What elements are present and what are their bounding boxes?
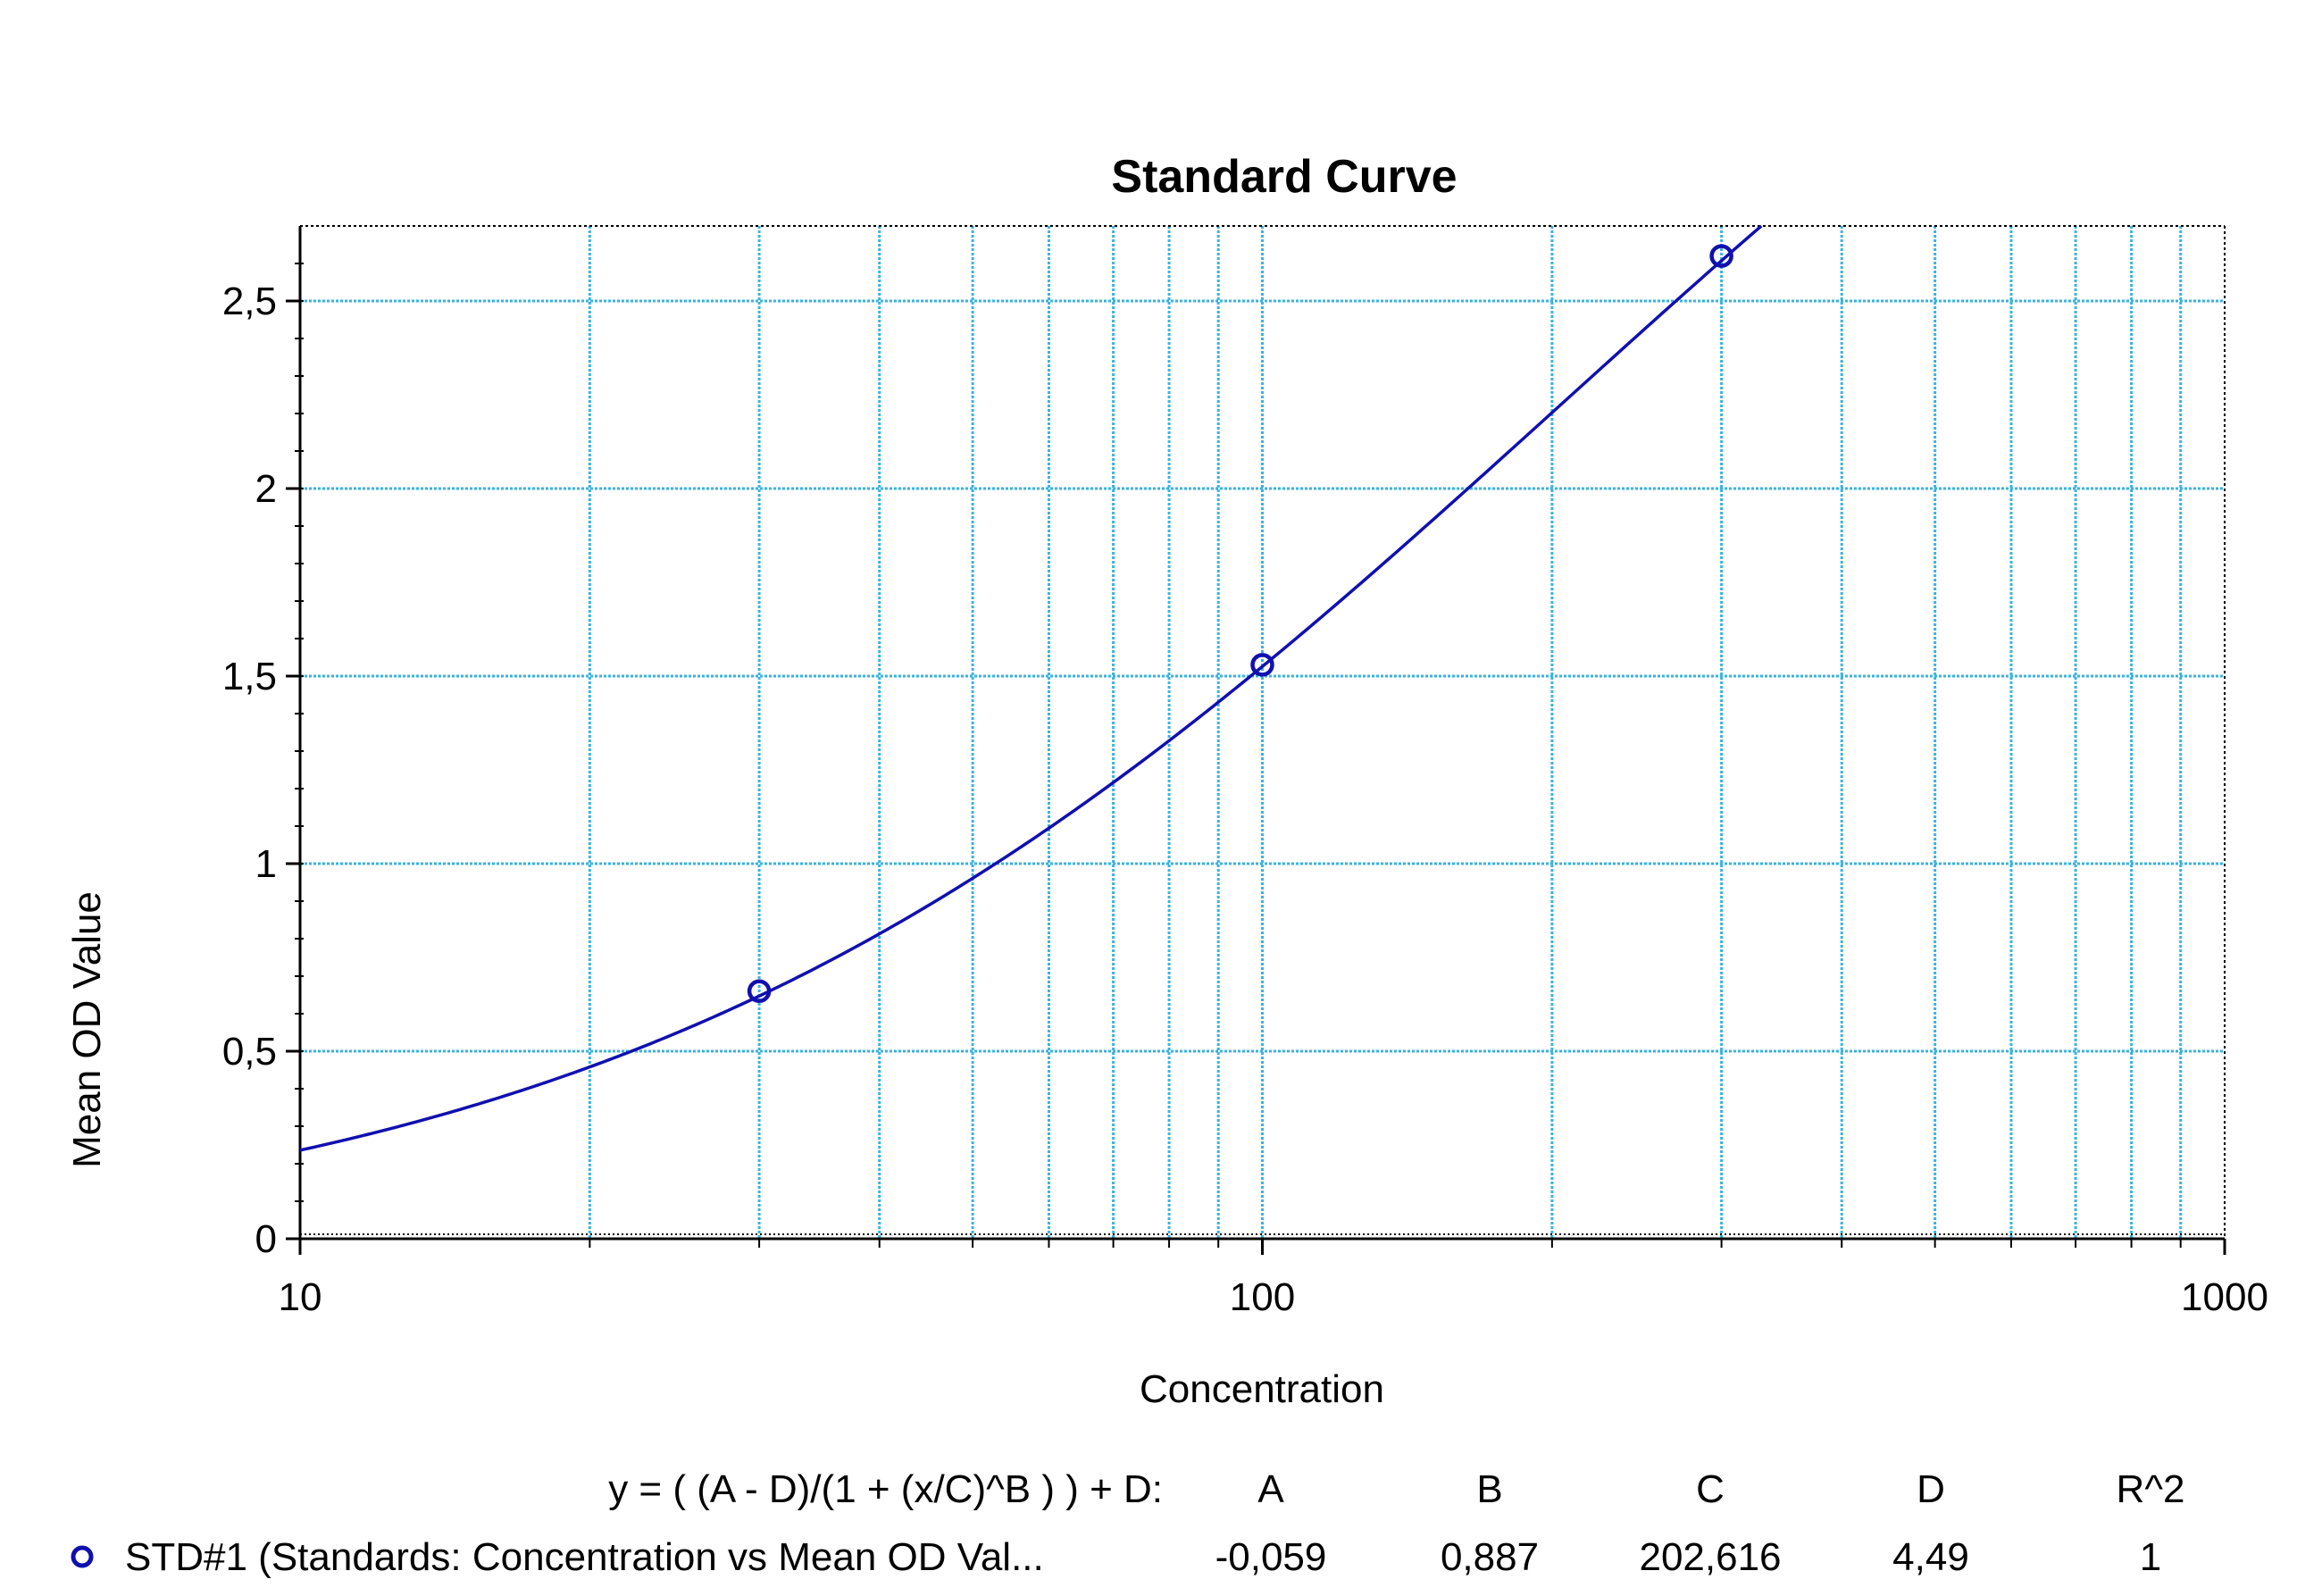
fit-param-header: B: [1476, 1467, 1502, 1511]
y-tick-label: 2,5: [222, 280, 277, 323]
x-tick-label: 10: [279, 1275, 322, 1319]
fit-equation: y = ( (A - D)/(1 + (x/C)^B ) ) + D:: [608, 1467, 1163, 1511]
chart-title: Standard Curve: [1111, 151, 1457, 203]
fit-curve: [299, 224, 1763, 1152]
fit-param-value: 202,616: [1639, 1535, 1781, 1579]
axis-layer: 0 0,5 1 1,5 2 2,5 10 100 1000: [222, 225, 2268, 1319]
grid-layer: [300, 226, 2225, 1239]
fit-param-header: A: [1257, 1467, 1284, 1511]
x-axis-title: Concentration: [1140, 1367, 1384, 1411]
y-tick-label: 1,5: [222, 655, 277, 698]
data-point: [1250, 653, 1274, 677]
fit-param-header: R^2: [2117, 1467, 2185, 1511]
y-tick-label: 1: [255, 842, 277, 886]
fit-param-value: 0,887: [1441, 1535, 1539, 1579]
x-tick-label: 1000: [2181, 1275, 2268, 1319]
fit-param-header: C: [1696, 1467, 1725, 1511]
y-tick-label: 0: [255, 1217, 277, 1261]
fit-param-value: 1: [2140, 1535, 2161, 1579]
data-point: [747, 979, 772, 1004]
x-tick-label: 100: [1230, 1275, 1295, 1319]
y-tick-label: 0,5: [222, 1030, 277, 1074]
fit-param-header: D: [1917, 1467, 1945, 1511]
legend-series-label: STD#1 (Standards: Concentration vs Mean …: [125, 1535, 1044, 1579]
fit-legend-table: y = ( (A - D)/(1 + (x/C)^B ) ) + D: STD#…: [71, 1467, 2185, 1579]
fit-curve-layer: [299, 224, 1763, 1152]
data-points-layer: [747, 244, 1733, 1004]
data-point: [1709, 244, 1733, 268]
fit-param-value: 4,49: [1892, 1535, 1969, 1579]
legend-marker: [71, 1545, 94, 1568]
y-tick-label: 2: [255, 467, 277, 511]
fit-param-value: -0,059: [1215, 1535, 1327, 1579]
y-axis-title: Mean OD Value: [65, 891, 109, 1168]
